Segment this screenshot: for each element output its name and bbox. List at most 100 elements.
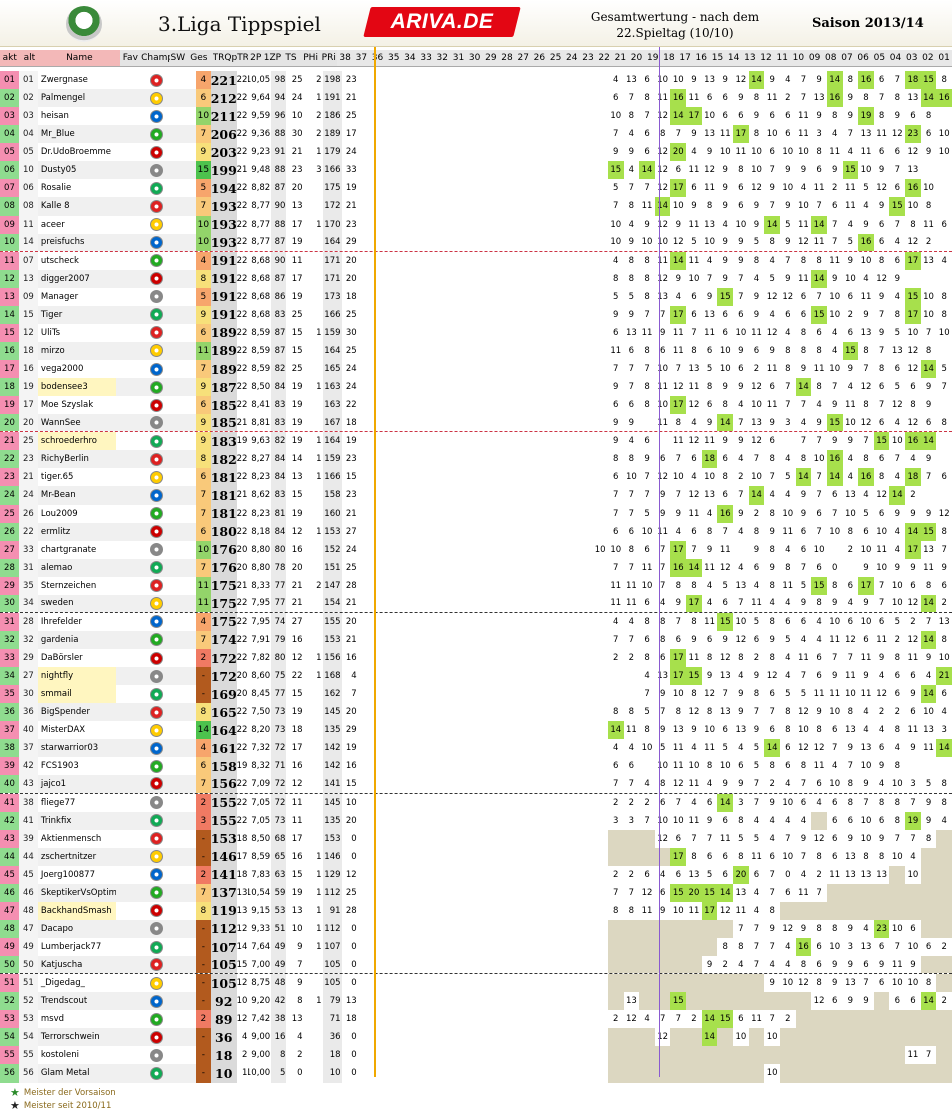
matchday-cell-empty (483, 378, 499, 396)
matchday-cell-empty (483, 577, 499, 595)
matchday-score: 9 (863, 671, 869, 682)
matchday-score: 9 (878, 653, 885, 664)
matchday-score: 8 (738, 815, 744, 826)
matchday-cell-empty (467, 613, 483, 631)
matchday-score: 4 (800, 183, 807, 194)
table-row: 50 50 Katjuscha -105 15 7,00 49 7 105 0 9 2 4 7 4 4 8 6 9 9… (0, 956, 952, 975)
matchday-score: 4 (706, 255, 713, 266)
two-point-value: 90 (271, 197, 287, 216)
phi-value: 191 (322, 89, 342, 108)
matchday-score: 14 (795, 378, 812, 397)
col-header-tr: TR (212, 50, 225, 66)
matchday-score: 10 (704, 237, 715, 248)
matchday-cell-empty (452, 685, 468, 703)
matchday-score: 4 (691, 472, 697, 483)
ts-value (304, 288, 323, 306)
matchday-score: 12 (688, 707, 700, 718)
sw-value: - (196, 847, 211, 866)
matchday-cell-empty (389, 992, 405, 1010)
favorite-team-icons (115, 1064, 197, 1083)
matchday-score: 11 (766, 400, 778, 411)
matchday-cell-empty (420, 902, 436, 920)
phi-value: 156 (322, 649, 342, 668)
player-name: Rosalie (37, 179, 116, 198)
matchday-score: 11 (657, 255, 669, 266)
matchday-score (842, 1010, 859, 1029)
col-header-md-23: 23 (582, 53, 594, 63)
matchday-score (873, 883, 890, 902)
pri-value: 17 (345, 129, 357, 140)
matchday-cell-empty (467, 107, 483, 125)
matchday-cell-empty (358, 775, 374, 792)
matchday-score: 12 (735, 75, 747, 86)
sw-value: 2 (196, 1010, 211, 1029)
matchday-score: 6 (816, 671, 822, 682)
matchday-score: 14 (920, 594, 937, 612)
matchday-score: 4 (738, 400, 744, 411)
matchday-score: 10 (923, 309, 934, 320)
club-logo-icon (150, 452, 164, 466)
matchday-score: 7 (628, 364, 635, 375)
ariva-logo[interactable]: ARIVA.DE (363, 7, 521, 37)
favorite-team-icons (115, 992, 197, 1011)
matchday-cell-empty (452, 486, 468, 504)
matchday-cell-empty (592, 577, 608, 595)
matchday-cell-empty (420, 685, 436, 703)
matchday-score: 12 (751, 436, 762, 447)
favorite-team-icons (115, 1028, 197, 1047)
table-row: 42 41 Trinkfix 3 155 22 7,05 73 11 135 20 3 3 7 10 10 11… (0, 811, 952, 830)
matchday-score: 6 (722, 869, 728, 880)
matchday-cell-empty (592, 992, 608, 1010)
matchday-score (889, 1064, 906, 1083)
rank-previous: 48 (18, 901, 38, 920)
matchday-score: 10 (923, 183, 934, 194)
matchday-cell-empty (577, 992, 593, 1010)
club-logo-icon (150, 1030, 164, 1044)
matchday-score (936, 486, 952, 504)
matchday-score (858, 901, 874, 920)
matchday-cell-empty (561, 523, 577, 541)
matchday-score (654, 938, 671, 957)
matchday-score: 8 (753, 93, 760, 104)
club-logo-icon (150, 886, 164, 900)
matchday-score: 10 (891, 436, 903, 447)
matchday-cell-empty (389, 541, 405, 559)
matchday-score: 4 (785, 815, 791, 826)
matchday-score: 7 (753, 923, 760, 934)
matchday-score (717, 1046, 734, 1065)
club-logo-icon (150, 362, 164, 376)
matchday-cell-empty (514, 721, 530, 739)
matchday-score: 12 (657, 833, 669, 844)
matchday-score: 12 (719, 905, 731, 916)
rank-current: 11 (0, 251, 19, 270)
col-header-md-05: 05 (873, 53, 886, 63)
one-zp-value: 11 (291, 815, 303, 826)
matchday-cell-empty (514, 396, 530, 414)
matchday-cell-empty (436, 468, 452, 486)
black-star-icon: ★ (10, 1099, 20, 1112)
ts-value (304, 1010, 323, 1028)
favorite-team-icons (115, 305, 197, 324)
matchday-cell-empty (498, 1064, 514, 1082)
rank-current: 51 (0, 974, 19, 993)
matchday-cell-empty (483, 775, 499, 792)
player-name: Dr.UdoBroemme (37, 143, 116, 162)
rank-previous: 26 (18, 504, 38, 523)
player-name: UliTs (37, 323, 116, 342)
matchday-score: 9 (706, 815, 713, 826)
matchday-cell-empty (420, 866, 436, 884)
matchday-cell-empty (545, 523, 561, 541)
matchday-score (936, 161, 952, 179)
matchday-score: 6 (769, 436, 775, 447)
matchday-cell-empty (420, 1064, 436, 1082)
rank-previous: 03 (18, 107, 38, 126)
matchday-score: 6 (863, 526, 869, 537)
matchday-cell-empty (530, 595, 546, 612)
matchday-score: 8 (738, 165, 744, 176)
matchday-score (889, 865, 906, 884)
matchday-cell-empty (498, 324, 514, 342)
two-point-value: 38 (271, 1010, 287, 1029)
two-point-value: 68 (271, 829, 287, 848)
matchday-cell-empty (467, 486, 483, 504)
matchday-cell-empty (467, 324, 483, 342)
